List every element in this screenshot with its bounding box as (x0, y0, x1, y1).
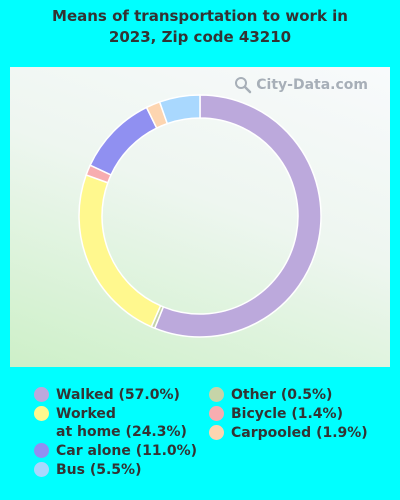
legend-item: Worked at home (24.3%) (34, 405, 187, 441)
watermark: City-Data.com (234, 76, 368, 94)
legend-label: Car alone (11.0%) (56, 442, 197, 460)
legend-label: Bus (5.5%) (56, 461, 141, 479)
legend-label: Worked at home (24.3%) (56, 405, 187, 441)
legend-swatch (209, 425, 224, 440)
legend-label-line: Carpooled (1.9%) (231, 425, 368, 441)
legend-swatch (34, 406, 49, 421)
legend-label: Carpooled (1.9%) (231, 424, 368, 442)
legend-label: Other (0.5%) (231, 386, 332, 404)
slice-walked (153, 94, 322, 338)
legend-label-line: Car alone (11.0%) (56, 443, 198, 459)
legend-label-line: Other (0.5%) (231, 387, 333, 403)
legend-swatch (34, 443, 49, 458)
legend-swatch (34, 462, 49, 477)
chart-title: Means of transportation to work in 2023,… (0, 6, 400, 48)
chart-title-line-1: Means of transportation to work in (52, 7, 348, 25)
legend-label-line: at home (24.3%) (56, 424, 187, 440)
legend-label: Walked (57.0%) (56, 386, 180, 404)
chart-panel: City-Data.com (10, 67, 390, 367)
legend: Walked (57.0%) Worked at home (24.3%) Car a… (34, 386, 394, 486)
search-icon (235, 77, 252, 94)
watermark-text: City-Data.com (256, 77, 368, 93)
slice-bus (158, 94, 201, 125)
legend-label-line: Walked (57.0%) (56, 387, 180, 403)
donut-chart (78, 94, 322, 338)
chart-title-line-2: 2023, Zip code 43210 (108, 28, 292, 46)
legend-item: Walked (57.0%) (34, 386, 180, 404)
legend-item: Bicycle (1.4%) (209, 405, 343, 423)
legend-label-line: Bus (5.5%) (56, 462, 142, 478)
legend-label: Bicycle (1.4%) (231, 405, 343, 423)
legend-swatch (209, 387, 224, 402)
legend-swatch (34, 387, 49, 402)
legend-item: Bus (5.5%) (34, 461, 141, 479)
legend-item: Other (0.5%) (209, 386, 332, 404)
slice-car-alone (89, 106, 158, 176)
legend-label-line: Bicycle (1.4%) (231, 406, 343, 422)
legend-item: Car alone (11.0%) (34, 442, 197, 460)
legend-swatch (209, 406, 224, 421)
legend-item: Carpooled (1.9%) (209, 424, 368, 442)
legend-label-line: Worked (56, 406, 116, 422)
slice-worked-at-home (78, 173, 162, 328)
